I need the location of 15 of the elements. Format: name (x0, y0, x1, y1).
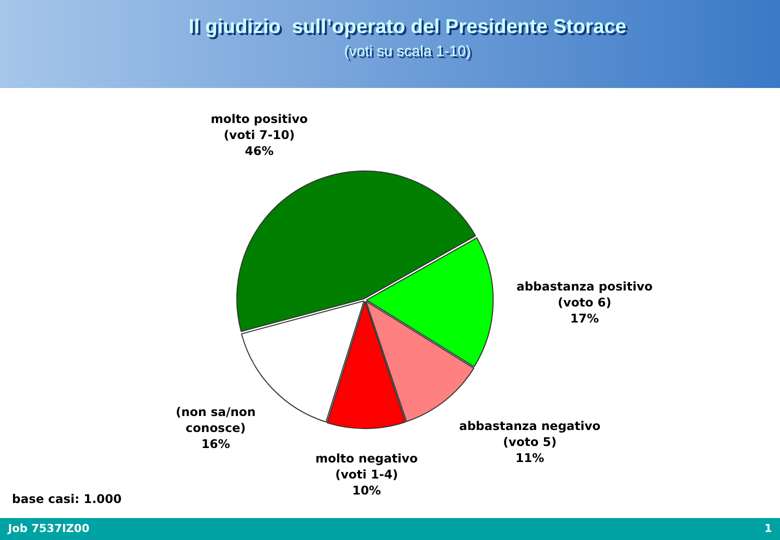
data-label: 11% (515, 450, 544, 465)
data-label: 10% (352, 484, 381, 498)
slice-label: abbastanza positivo (voto 6) (516, 279, 653, 310)
data-label: 46% (244, 144, 274, 158)
slice-label: abbastanza negativo (voto 5) (459, 418, 601, 449)
data-label: 16% (201, 436, 230, 451)
text: base casi: 1.000 (12, 492, 122, 506)
slice-label: (non sa/non conosce) (176, 404, 256, 435)
chart-title: Il giudizio sull’operato del Presidente Storace (188, 16, 628, 39)
text: 1 (764, 522, 772, 535)
text: Job 7537IZ00 (8, 522, 90, 535)
slice-label: molto positivo (voti 7-10) (210, 112, 308, 142)
chart-subtitle: (voti su scala 1-10) (343, 43, 472, 60)
slice-label: molto negativo (voti 1-4) (315, 452, 418, 482)
data-label: 17% (570, 311, 599, 326)
